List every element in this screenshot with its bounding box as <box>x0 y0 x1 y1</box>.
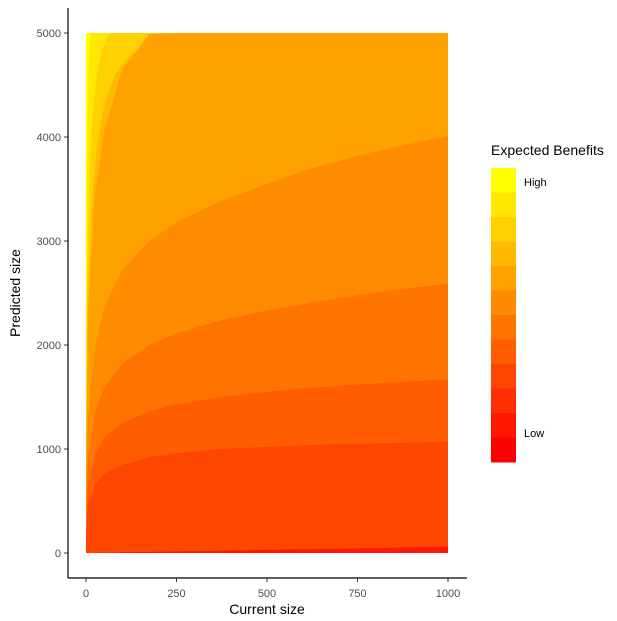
legend-title: Expected Benefits <box>491 142 604 158</box>
y-axis-ticks: 0 1000 2000 3000 4000 5000 <box>37 28 68 560</box>
legend-key <box>491 413 516 438</box>
y-axis-title: Predicted size <box>7 249 23 337</box>
contour-bands <box>86 33 448 553</box>
x-axis-title: Current size <box>229 601 305 617</box>
legend-key <box>491 290 516 316</box>
legend-key <box>491 241 516 267</box>
contour-band-0 <box>86 546 448 553</box>
legend-key <box>491 266 516 291</box>
legend-color-bar <box>491 168 516 463</box>
y-tick-label: 4000 <box>37 132 61 144</box>
legend-key <box>491 388 516 414</box>
x-tick-label: 250 <box>167 588 185 600</box>
legend-low-label: Low <box>524 428 544 440</box>
y-tick-label: 5000 <box>37 28 61 40</box>
legend-key <box>491 364 516 389</box>
x-tick-label: 750 <box>348 588 366 600</box>
legend-high-label: High <box>524 177 547 189</box>
legend-key <box>491 192 516 218</box>
legend-key <box>491 315 516 340</box>
legend-key <box>491 217 516 242</box>
y-tick-label: 1000 <box>37 444 61 456</box>
x-tick-label: 500 <box>258 588 276 600</box>
contour-band-1 <box>86 441 448 553</box>
legend-key <box>491 339 516 365</box>
x-tick-label: 0 <box>83 588 89 600</box>
y-tick-label: 3000 <box>37 236 61 248</box>
legend-key <box>491 168 516 193</box>
y-tick-label: 0 <box>55 548 61 560</box>
y-tick-label: 2000 <box>37 340 61 352</box>
x-axis-ticks: 0 250 500 750 1000 <box>83 578 460 600</box>
x-tick-label: 1000 <box>436 588 460 600</box>
legend-key <box>491 437 516 463</box>
